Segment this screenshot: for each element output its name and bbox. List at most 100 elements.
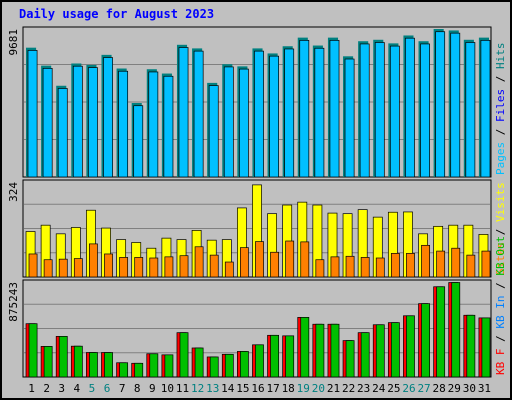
bar-kbin-day-31 xyxy=(481,317,491,378)
x-tick-label-day-10: 10 xyxy=(161,382,174,395)
chart-title: Daily usage for August 2023 xyxy=(19,7,215,21)
bar-sites-day-16 xyxy=(255,241,264,278)
bar-pages-day-30 xyxy=(465,42,476,178)
bar-pages-day-19 xyxy=(299,39,310,178)
x-tick-label-day-3: 3 xyxy=(58,382,65,395)
bar-kbin-day-24 xyxy=(375,324,385,378)
x-tick-label-day-15: 15 xyxy=(236,382,249,395)
bar-kbin-day-26 xyxy=(406,315,415,378)
bar-sites-day-27 xyxy=(421,244,430,278)
bar-pages-day-29 xyxy=(450,32,461,178)
bar-pages-day-25 xyxy=(389,45,400,178)
x-tick-label-day-27: 27 xyxy=(417,382,430,395)
x-tick-label-day-31: 31 xyxy=(478,382,491,395)
bar-sites-day-13 xyxy=(209,254,219,278)
bar-pages-day-31 xyxy=(480,39,491,178)
legend-entry: Visits xyxy=(494,182,507,222)
bar-pages-day-8 xyxy=(133,105,144,178)
bar-sites-day-9 xyxy=(149,257,159,278)
bar-kbin-day-21 xyxy=(330,323,340,378)
bar-sites-day-3 xyxy=(58,258,68,278)
bar-kbin-day-14 xyxy=(224,353,234,378)
x-tick-label-day-7: 7 xyxy=(119,382,126,395)
bar-kbin-day-16 xyxy=(255,344,264,378)
bar-kbin-day-18 xyxy=(285,335,295,378)
bar-sites-day-11 xyxy=(179,255,189,278)
y-max-label-bottom: 875243 xyxy=(7,282,20,322)
x-tick-label-day-29: 29 xyxy=(448,382,461,395)
legend-entry: / xyxy=(494,69,507,89)
y-max-label-middle: 324 xyxy=(7,182,20,202)
bar-pages-day-4 xyxy=(72,65,83,178)
x-tick-label-day-25: 25 xyxy=(387,382,400,395)
bar-kbin-day-23 xyxy=(360,332,370,378)
bar-sites-day-6 xyxy=(104,253,113,278)
bar-sites-day-28 xyxy=(436,250,446,278)
bar-pages-day-15 xyxy=(239,68,249,178)
legend-entry: KB In xyxy=(494,296,507,329)
bar-kbin-day-28 xyxy=(436,286,446,378)
bar-pages-day-17 xyxy=(269,55,279,178)
x-tick-label-day-13: 13 xyxy=(206,382,219,395)
bar-kbin-day-22 xyxy=(345,340,355,378)
bar-kbin-day-27 xyxy=(421,303,430,378)
bar-pages-day-23 xyxy=(359,43,370,178)
x-tick-label-day-21: 21 xyxy=(327,382,340,395)
bar-sites-day-26 xyxy=(406,253,415,278)
bar-kbin-day-12 xyxy=(194,347,204,378)
bar-sites-day-14 xyxy=(224,261,234,278)
bar-kbin-day-30 xyxy=(466,314,476,378)
bar-kbin-day-8 xyxy=(134,362,144,378)
bar-pages-day-26 xyxy=(405,37,415,178)
x-tick-label-day-24: 24 xyxy=(372,382,386,395)
bar-pages-day-16 xyxy=(254,50,264,178)
bar-pages-day-11 xyxy=(178,47,189,178)
legend-entry: Files xyxy=(494,89,507,122)
x-tick-label-day-8: 8 xyxy=(134,382,141,395)
bar-kbin-day-6 xyxy=(104,352,113,378)
x-tick-label-day-2: 2 xyxy=(43,382,50,395)
x-tick-label-day-19: 19 xyxy=(297,382,310,395)
bar-pages-day-13 xyxy=(208,85,219,178)
bar-sites-day-21 xyxy=(330,256,340,278)
legend-entry: Pages xyxy=(494,142,507,175)
x-tick-label-day-1: 1 xyxy=(28,382,35,395)
bar-kbin-day-20 xyxy=(315,323,325,378)
x-tick-label-day-5: 5 xyxy=(89,382,96,395)
x-tick-label-day-18: 18 xyxy=(282,382,295,395)
bar-kbin-day-19 xyxy=(300,317,310,378)
x-tick-label-day-23: 23 xyxy=(357,382,370,395)
bar-pages-day-5 xyxy=(88,67,98,178)
bar-pages-day-18 xyxy=(284,48,295,178)
legend-bottom: KB F / KB In / KB Out xyxy=(494,236,507,375)
bar-pages-day-2 xyxy=(42,68,53,178)
bar-pages-day-6 xyxy=(103,57,113,178)
x-tick-label-day-4: 4 xyxy=(74,382,81,395)
bar-pages-day-1 xyxy=(27,50,38,178)
x-tick-label-day-30: 30 xyxy=(463,382,476,395)
bar-kbin-day-17 xyxy=(270,334,279,378)
bar-pages-day-22 xyxy=(344,58,355,178)
bar-sites-day-10 xyxy=(164,256,174,278)
bar-kbin-day-13 xyxy=(209,356,219,378)
bar-sites-day-8 xyxy=(134,257,144,278)
bar-sites-day-24 xyxy=(375,257,385,278)
bar-kbin-day-7 xyxy=(119,362,129,378)
bar-kbin-day-15 xyxy=(240,351,249,378)
bar-pages-day-10 xyxy=(163,75,174,178)
bar-sites-day-30 xyxy=(466,254,476,278)
legend-entry: / xyxy=(494,222,507,242)
x-tick-label-day-20: 20 xyxy=(312,382,325,395)
legend-entry: / xyxy=(494,122,507,142)
bar-pages-day-9 xyxy=(148,71,159,178)
bar-sites-day-25 xyxy=(390,253,400,278)
bar-pages-day-7 xyxy=(118,70,129,178)
legend-middle: Sites / Visits xyxy=(494,182,507,275)
legend-entry: / xyxy=(494,276,507,296)
bar-kbin-day-25 xyxy=(390,322,400,378)
bar-kbin-day-3 xyxy=(58,336,68,378)
legend-entry: KB Out xyxy=(494,236,507,276)
x-tick-label-day-9: 9 xyxy=(149,382,156,395)
legend-top: Pages / Files / Hits xyxy=(494,43,507,176)
bar-pages-day-21 xyxy=(329,39,340,178)
